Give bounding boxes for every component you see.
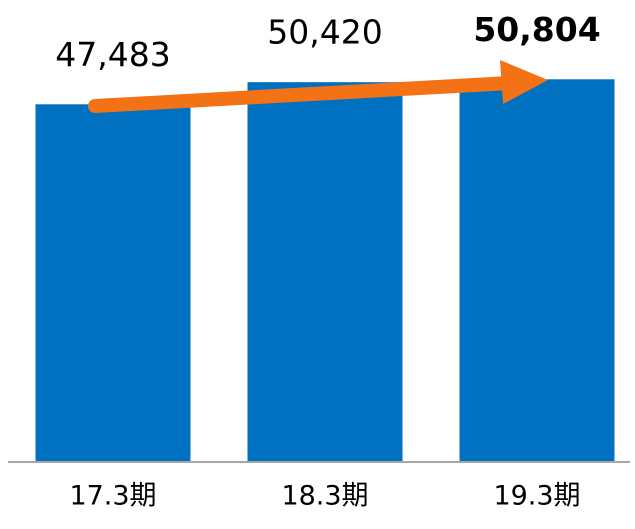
x-tick-label: 18.3期 [281,481,368,512]
value-label: 50,420 [267,13,382,52]
trend-arrow [88,60,548,113]
bar [459,79,615,462]
arrow-shaft [88,76,517,113]
value-label: 47,483 [55,35,170,74]
x-tick-label: 19.3期 [493,481,580,512]
bars [35,79,615,462]
bar [247,82,403,462]
value-label: 50,804 [473,10,600,49]
arrow-head [500,60,548,104]
x-tick-label: 17.3期 [69,481,156,512]
bar [35,104,191,462]
